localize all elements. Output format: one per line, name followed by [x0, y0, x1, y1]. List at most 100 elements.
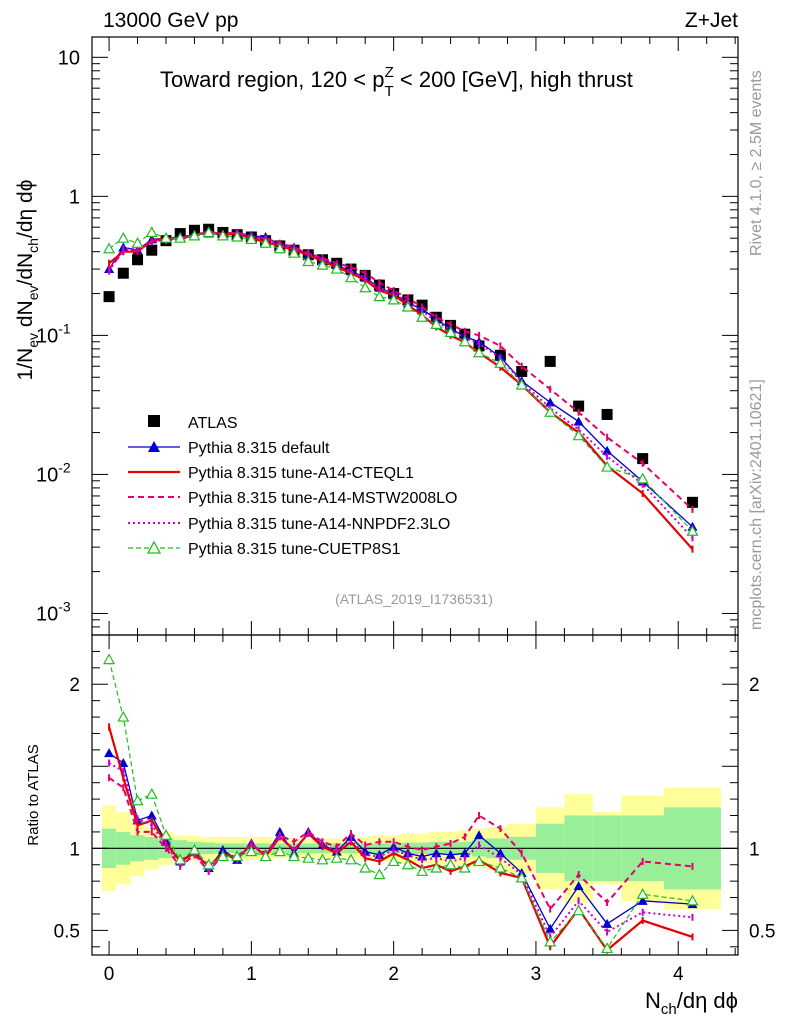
ratio-panel-content: [103, 653, 699, 954]
main-point-cuetp: [416, 311, 429, 322]
y-tick-label-base: 10: [36, 464, 58, 486]
ratio-point-default: [545, 923, 556, 933]
ylabel-part-3: ev: [25, 285, 41, 300]
y-tick-label-base: 1: [69, 186, 80, 208]
x-tick-label: 2: [388, 964, 399, 985]
main-point-cuetp: [259, 237, 272, 248]
main-point-cuetp: [401, 300, 414, 312]
ratio-point-cuetp: [387, 855, 400, 867]
ratio-panel-frame: [91, 634, 739, 956]
main-point-cuetp: [473, 346, 486, 358]
ratio-point-cuetp: [416, 865, 429, 876]
ylabel-part-6: /dη dϕ: [14, 180, 37, 238]
y-tick-label-exp: -3: [58, 598, 71, 614]
region-title-sub: T: [384, 83, 393, 100]
y-tick-label-exp: -2: [58, 459, 71, 475]
main-point-cuetp: [359, 281, 372, 293]
ratio-point-cuetp: [401, 858, 414, 870]
y-axis-label-ratio: Ratio to ATLAS: [25, 744, 42, 845]
legend-label-mstw: Pythia 8.315 tune-A14-MSTW2008LO: [188, 490, 457, 507]
main-point-cuetp: [515, 378, 528, 390]
main-point-atlas: [601, 408, 613, 420]
ratio-point-default: [573, 881, 584, 891]
main-point-cuetp: [103, 242, 116, 254]
ratio-point-cuetp: [686, 894, 699, 906]
ylabel-part-4: /dN: [14, 253, 37, 286]
main-point-cuetp: [245, 233, 258, 245]
main-point-cuetp: [444, 326, 457, 338]
y-tick-label-base: 10: [36, 603, 58, 625]
analysis-id: (ATLAS_2019_I1736531): [335, 591, 493, 607]
main-point-cuetp: [330, 262, 343, 274]
main-point-cuetp: [686, 525, 699, 536]
ratio-point-default: [360, 846, 371, 856]
main-point-cuetp: [288, 246, 301, 258]
ratio-point-cuetp: [117, 710, 130, 722]
y-tick-label-ratio-right: 2: [749, 675, 760, 696]
main-panel-content: [103, 223, 699, 553]
ratio-point-cuetp: [302, 851, 315, 863]
main-point-cuetp: [344, 271, 357, 283]
main-line-default: [108, 232, 693, 528]
y-tick-label-base: 10: [36, 325, 58, 347]
ratio-point-cuetp: [515, 871, 528, 883]
main-point-atlas: [146, 244, 158, 256]
legend-marker-atlas: [148, 415, 160, 427]
main-point-atlas: [686, 496, 698, 508]
legend-label-cuetp: Pythia 8.315 tune-CUETP8S1: [188, 541, 401, 558]
main-point-cuetp: [601, 460, 614, 472]
main-point-cuetp: [216, 229, 229, 241]
ratio-line-mstw: [108, 776, 693, 911]
ratio-point-default: [445, 849, 456, 859]
main-point-cuetp: [430, 318, 443, 329]
main-point-cuetp: [387, 293, 400, 305]
main-point-default: [545, 397, 556, 407]
ratio-point-cuetp: [494, 861, 507, 873]
main-point-cuetp: [273, 242, 286, 254]
legend-label-default: Pythia 8.315 default: [188, 440, 330, 457]
ratio-point-cuetp: [601, 942, 614, 954]
main-line-mstw: [108, 231, 694, 511]
ratio-point-cuetp: [359, 861, 372, 873]
ratio-point-cuetp: [159, 828, 173, 840]
ratio-point-cuetp: [273, 845, 286, 857]
ratio-point-cuetp: [373, 868, 386, 880]
main-point-cuetp: [159, 231, 173, 243]
xlabel-part-0: N: [645, 988, 661, 1013]
legend-marker-default: [148, 441, 160, 452]
main-point-cuetp: [302, 255, 315, 267]
ratio-point-cuetp: [202, 858, 215, 870]
ratio-point-cuetp: [473, 855, 486, 867]
ratio-point-default: [495, 848, 506, 858]
ratio-point-cuetp: [188, 843, 201, 855]
ratio-point-cuetp: [444, 858, 457, 870]
main-point-cuetp: [373, 290, 386, 302]
legend: ATLAS Pythia 8.315 default Pythia 8.315 …: [128, 415, 457, 558]
ratio-point-default: [602, 918, 613, 928]
main-line-cuetp: [108, 231, 693, 532]
ylabel-part-2: dN: [14, 300, 37, 333]
main-point-atlas: [637, 453, 649, 465]
y-tick-label-ratio-left: 2: [69, 675, 80, 696]
main-point-cuetp: [174, 231, 187, 243]
y-tick-label-ratio-right: 0.5: [749, 921, 775, 942]
y-tick-label-main: 10: [58, 47, 80, 69]
ratio-point-cuetp: [316, 853, 329, 865]
y-tick-label-ratio-left: 0.5: [54, 921, 80, 942]
ratio-point-cuetp: [344, 853, 357, 865]
ylabel-part-1: ev: [25, 333, 41, 348]
ratio-point-default: [431, 848, 442, 858]
y-tick-label-base: 10: [58, 47, 80, 69]
ratio-point-cuetp: [288, 850, 301, 862]
ratio-point-cuetp: [174, 853, 187, 865]
ylabel-part-5: ch: [25, 238, 41, 253]
main-line-nnpdf: [108, 230, 694, 539]
region-title-pre: Toward region, 120 < p: [160, 67, 384, 92]
ratio-point-cuetp: [430, 861, 443, 873]
main-point-cuetp: [458, 335, 471, 347]
ratio-point-default: [146, 810, 157, 820]
ratio-point-default: [474, 830, 485, 840]
main-point-cuetp: [636, 472, 649, 484]
